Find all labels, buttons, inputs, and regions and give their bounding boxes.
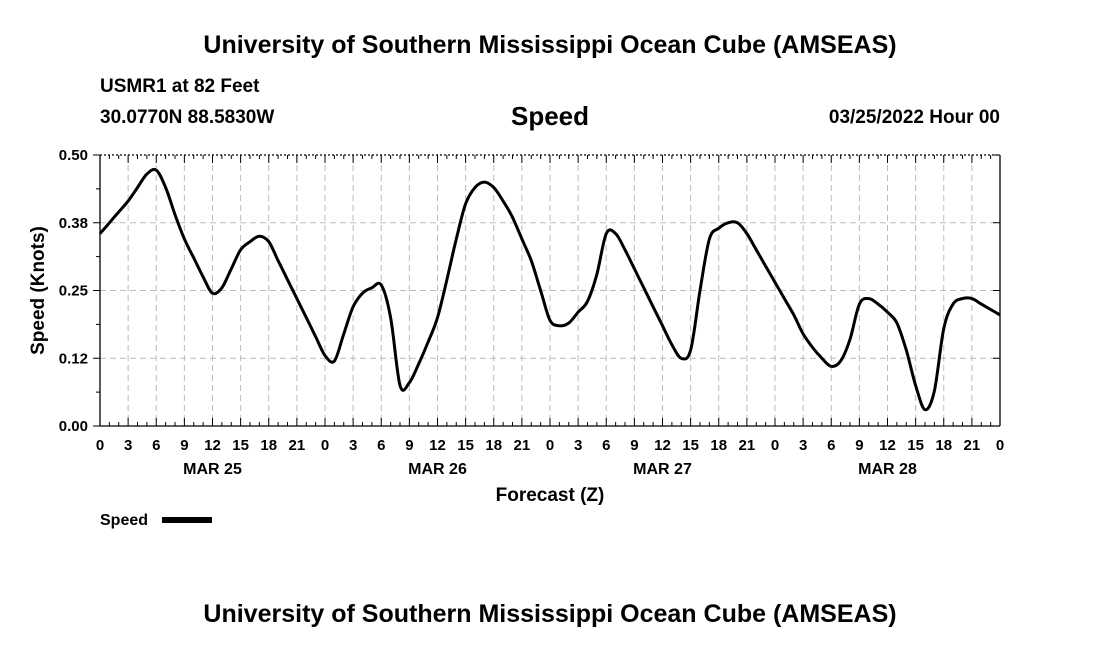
x-tick-label: 21: [964, 437, 981, 454]
station-label: USMR1 at 82 Feet: [100, 76, 260, 97]
date-label: MAR 27: [633, 461, 692, 478]
x-tick-label: 6: [827, 437, 835, 454]
y-tick-label: 0.50: [59, 147, 88, 164]
x-tick-label: 18: [485, 437, 502, 454]
x-tick-label: 21: [289, 437, 306, 454]
x-tick-label: 9: [180, 437, 188, 454]
x-tick-label: 3: [799, 437, 807, 454]
x-tick-label: 0: [996, 437, 1004, 454]
x-tick-label: 0: [321, 437, 329, 454]
x-tick-label: 6: [152, 437, 160, 454]
x-tick-label: 0: [96, 437, 104, 454]
x-tick-label: 12: [429, 437, 446, 454]
legend-label: Speed: [100, 512, 148, 529]
x-tick-label: 3: [574, 437, 582, 454]
y-tick-label: 0.12: [59, 350, 88, 367]
x-tick-label: 18: [260, 437, 277, 454]
x-tick-label: 21: [514, 437, 531, 454]
x-tick-label: 9: [405, 437, 413, 454]
x-tick-label: 9: [855, 437, 863, 454]
y-tick-label: 0.38: [59, 215, 88, 232]
x-tick-label: 15: [457, 437, 474, 454]
x-tick-label: 12: [654, 437, 671, 454]
speed-series-line: [98, 167, 1001, 412]
location-label: 30.0770N 88.5830W: [100, 107, 275, 128]
y-tick-label: 0.00: [59, 418, 88, 435]
x-tick-label: 0: [771, 437, 779, 454]
footer-title: University of Southern Mississippi Ocean…: [203, 600, 897, 628]
x-tick-label: 6: [377, 437, 385, 454]
x-tick-label: 18: [710, 437, 727, 454]
date-label: MAR 26: [408, 461, 467, 478]
y-tick-label: 0.25: [59, 283, 88, 300]
chart-header-title: University of Southern Mississippi Ocean…: [203, 31, 897, 59]
chart-title: Speed: [510, 101, 590, 131]
x-tick-label: 6: [602, 437, 610, 454]
timestamp-label: 03/25/2022 Hour 00: [828, 107, 1000, 128]
x-tick-label: 15: [682, 437, 699, 454]
date-label: MAR 25: [183, 461, 242, 478]
x-tick-label: 15: [232, 437, 249, 454]
x-tick-label: 12: [204, 437, 221, 454]
x-tick-label: 0: [546, 437, 554, 454]
x-tick-label: 18: [935, 437, 952, 454]
date-label: MAR 28: [858, 461, 917, 478]
x-tick-label: 12: [879, 437, 896, 454]
x-tick-label: 21: [739, 437, 756, 454]
x-axis-title: Forecast (Z): [496, 485, 605, 506]
y-axis-title: Speed (Knots): [28, 226, 49, 355]
x-tick-label: 9: [630, 437, 638, 454]
x-tick-label: 15: [907, 437, 924, 454]
x-tick-label: 3: [124, 437, 132, 454]
x-tick-label: 3: [349, 437, 357, 454]
